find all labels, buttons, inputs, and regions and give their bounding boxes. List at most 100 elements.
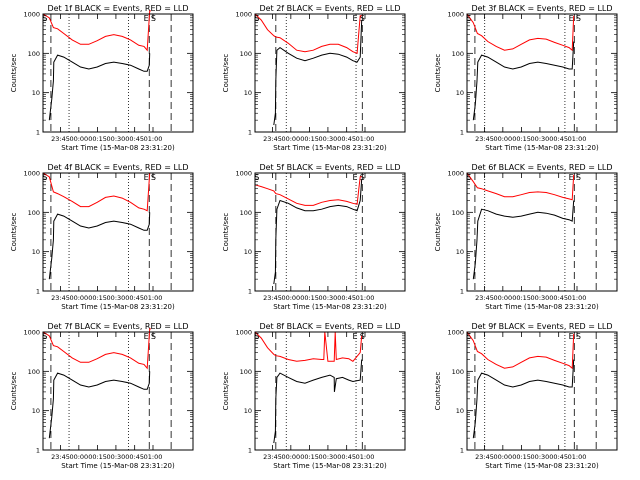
y-tick-label: 10 — [456, 89, 464, 97]
y-axis-label: Counts/sec — [222, 54, 230, 93]
x-axis-label: Start Time (15-Mar-08 23:31:20) — [273, 144, 387, 152]
event-marker-label: S — [151, 332, 156, 341]
chart-panel-9: Det 9f BLACK = Events, RED = LLD Counts/s… — [434, 322, 618, 470]
lld-series-line — [42, 172, 151, 212]
x-tick-label: 01:00 — [144, 294, 163, 302]
y-axis-label: Counts/sec — [10, 54, 18, 93]
x-axis-label: Start Time (15-Mar-08 23:31:20) — [485, 462, 599, 470]
event-marker-label: S — [360, 14, 365, 23]
x-tick-label: 01:00 — [144, 135, 163, 143]
event-marker-label: S — [466, 14, 471, 23]
x-tick-label: 23:45 — [51, 294, 70, 302]
event-marker-label: S — [42, 14, 47, 23]
plot-frame — [42, 331, 194, 451]
x-axis-label: Start Time (15-Mar-08 23:31:20) — [61, 462, 175, 470]
event-marker-label: S — [360, 332, 365, 341]
event-marker-label: S — [42, 332, 47, 341]
events-series-line — [472, 41, 575, 121]
y-axis-label: Counts/sec — [10, 213, 18, 252]
y-tick-label: 1000 — [235, 329, 252, 337]
y-axis-label: Counts/sec — [434, 54, 442, 93]
x-tick-label: 00:30 — [319, 453, 338, 461]
y-tick-label: 1000 — [23, 11, 40, 19]
x-tick-label: 00:30 — [531, 453, 550, 461]
y-tick-label: 1000 — [23, 329, 40, 337]
lld-series-line — [42, 10, 151, 52]
x-tick-label: 00:00 — [281, 453, 300, 461]
x-tick-label: 00:00 — [493, 294, 512, 302]
x-axis-label: Start Time (15-Mar-08 23:31:20) — [485, 144, 599, 152]
event-marker-label: S — [466, 332, 471, 341]
x-tick-label: 00:15 — [88, 294, 107, 302]
plot-frame — [254, 331, 406, 451]
x-tick-label: 00:45 — [549, 453, 568, 461]
event-marker-label: E — [352, 14, 357, 23]
y-tick-label: 100 — [240, 368, 252, 376]
y-tick-label: 100 — [452, 50, 464, 58]
chart-panel-5: Det 5f BLACK = Events, RED = LLD Counts/s… — [222, 163, 406, 311]
event-marker-label: E — [352, 332, 357, 341]
x-tick-label: 23:45 — [263, 294, 282, 302]
y-tick-label: 1 — [36, 288, 40, 296]
chart-panel-8: Det 8f BLACK = Events, RED = LLD Counts/s… — [222, 322, 406, 470]
y-tick-label: 1 — [248, 447, 252, 455]
y-tick-label: 100 — [240, 50, 252, 58]
lld-series-line — [466, 172, 575, 201]
y-tick-label: 1 — [36, 447, 40, 455]
x-tick-label: 23:45 — [51, 453, 70, 461]
chart-panel-7: Det 7f BLACK = Events, RED = LLD Counts/s… — [10, 322, 194, 470]
event-marker-label: E — [144, 332, 149, 341]
x-tick-label: 23:45 — [263, 135, 282, 143]
chart-title: Det 5f BLACK = Events, RED = LLD — [259, 163, 400, 172]
y-tick-label: 10 — [32, 248, 40, 256]
x-tick-label: 00:45 — [549, 135, 568, 143]
x-tick-label: 00:30 — [107, 294, 126, 302]
x-tick-label: 00:00 — [69, 453, 88, 461]
plot-frame — [254, 172, 406, 292]
chart-panel-1: Det 1f BLACK = Events, RED = LLD Counts/s… — [10, 4, 194, 152]
chart-title: Det 9f BLACK = Events, RED = LLD — [471, 322, 612, 331]
y-tick-label: 10 — [32, 89, 40, 97]
x-tick-label: 23:45 — [475, 294, 494, 302]
x-tick-label: 00:15 — [512, 294, 531, 302]
event-marker-label: S — [151, 14, 156, 23]
x-tick-label: 00:15 — [512, 453, 531, 461]
y-axis-label: Counts/sec — [434, 372, 442, 411]
events-series-line — [472, 200, 575, 280]
y-tick-label: 100 — [240, 209, 252, 217]
x-tick-label: 00:30 — [107, 453, 126, 461]
y-tick-label: 10 — [456, 407, 464, 415]
x-axis-label: Start Time (15-Mar-08 23:31:20) — [61, 303, 175, 311]
x-tick-label: 23:45 — [51, 135, 70, 143]
chart-title: Det 8f BLACK = Events, RED = LLD — [259, 322, 400, 331]
event-marker-label: S — [360, 173, 365, 182]
y-tick-label: 1 — [36, 129, 40, 137]
x-tick-label: 00:00 — [493, 453, 512, 461]
x-axis-label: Start Time (15-Mar-08 23:31:20) — [485, 303, 599, 311]
x-tick-label: 00:45 — [125, 453, 144, 461]
event-marker-label: E — [352, 173, 357, 182]
chart-title: Det 2f BLACK = Events, RED = LLD — [259, 4, 400, 13]
x-tick-label: 23:45 — [263, 453, 282, 461]
x-tick-label: 00:15 — [300, 453, 319, 461]
lld-series-line — [254, 176, 362, 206]
y-tick-label: 100 — [28, 50, 40, 58]
chart-panel-6: Det 6f BLACK = Events, RED = LLD Counts/s… — [434, 163, 618, 311]
events-series-line — [48, 212, 151, 280]
x-tick-label: 01:00 — [144, 453, 163, 461]
event-marker-label: S — [576, 332, 581, 341]
x-tick-label: 00:45 — [337, 135, 356, 143]
plot-frame — [42, 13, 194, 133]
y-tick-label: 1000 — [447, 329, 464, 337]
chart-panel-2: Det 2f BLACK = Events, RED = LLD Counts/s… — [222, 4, 406, 152]
y-tick-label: 10 — [244, 89, 252, 97]
x-tick-label: 23:45 — [475, 135, 494, 143]
event-marker-label: E — [144, 14, 149, 23]
plot-frame — [466, 172, 618, 292]
y-tick-label: 100 — [28, 209, 40, 217]
x-tick-label: 00:45 — [125, 135, 144, 143]
x-tick-label: 01:00 — [356, 453, 375, 461]
chart-title: Det 7f BLACK = Events, RED = LLD — [47, 322, 188, 331]
x-tick-label: 00:15 — [300, 294, 319, 302]
